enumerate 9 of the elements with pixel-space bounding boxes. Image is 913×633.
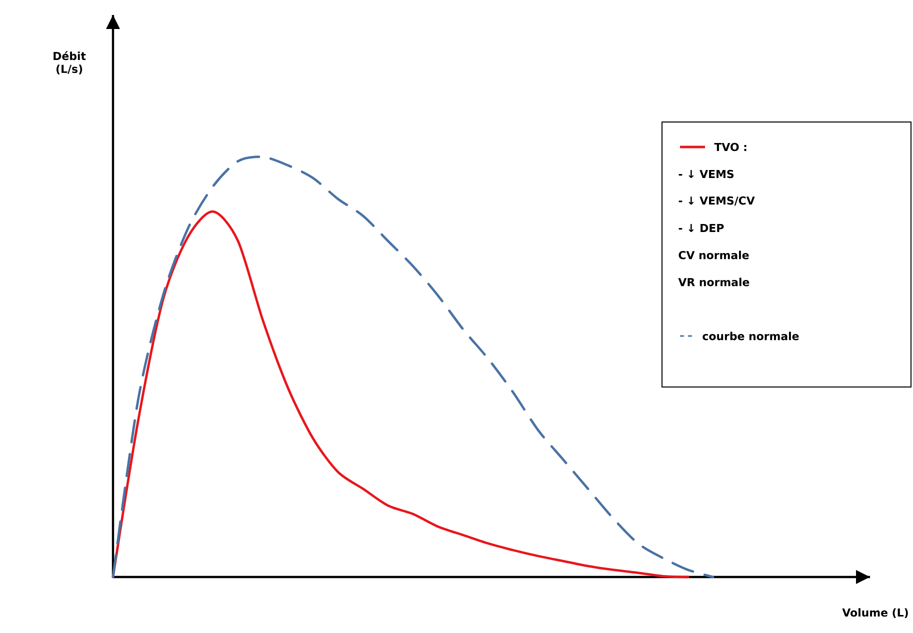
annotation: - ↓ DEP [678, 224, 724, 232]
legend-label: courbe normale [702, 332, 799, 340]
text: Volume (L) [842, 608, 908, 618]
annotation: VR normale [678, 278, 750, 286]
annotation: - ↓ VEMS/CV [678, 196, 755, 206]
legend-label: TVO : [714, 142, 746, 152]
text: Débit (L/s) [54, 51, 86, 74]
annotation: - ↓ VEMS [678, 170, 734, 178]
annotation: CV normale [678, 250, 749, 260]
